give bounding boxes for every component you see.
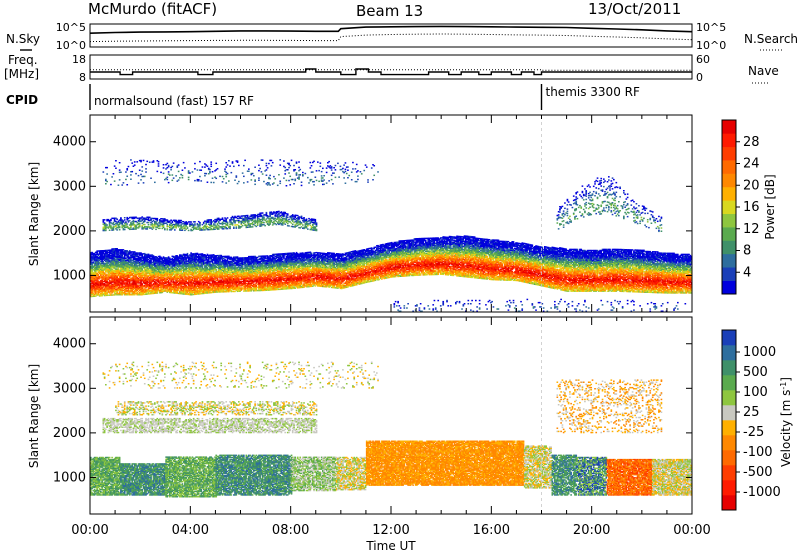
- freq-frame: [90, 55, 692, 79]
- cpid-mode-2: themis 3300 RF: [546, 85, 640, 99]
- nsearch-label: N.Search: [744, 32, 798, 46]
- cpid-mode-1: normalsound (fast) 157 RF: [94, 94, 254, 108]
- freq-left-tick-top: 18: [72, 53, 86, 66]
- nave-label: Nave: [748, 64, 779, 78]
- nave-right-tick-bottom: 0: [696, 71, 703, 84]
- superdarn-summary-plot: McMurdo (fitACF) Beam 13 13/Oct/2011 10^…: [0, 0, 800, 554]
- freq-panel: 18 8 60 0: [72, 53, 710, 84]
- nsky-label: N.Sky: [6, 32, 40, 46]
- nsky-line: [90, 26, 692, 33]
- date-title: 13/Oct/2011: [588, 0, 681, 18]
- cpid-label: CPID: [6, 93, 38, 107]
- station-title: McMurdo (fitACF): [88, 0, 217, 18]
- nsearch-line: [90, 34, 692, 42]
- freq-label: Freq.: [8, 53, 38, 67]
- power-echo-cells: [90, 159, 692, 312]
- nsky-panel: 10^5 10^0 10^5 10^0: [56, 21, 726, 52]
- nave-line: [90, 70, 692, 71]
- nsky-right-tick-top: 10^5: [696, 21, 726, 34]
- nave-right-tick-top: 60: [696, 53, 710, 66]
- freq-left-tick-bottom: 8: [79, 71, 86, 84]
- nsky-left-tick-bottom: 10^0: [56, 39, 86, 52]
- nsky-left-tick-top: 10^5: [56, 21, 86, 34]
- nsky-right-tick-bottom: 10^0: [696, 39, 726, 52]
- beam-title: Beam 13: [356, 2, 423, 20]
- power-cell: [187, 253, 189, 254]
- power-cell: [215, 269, 217, 270]
- freq-unit-label: [MHz]: [4, 67, 39, 81]
